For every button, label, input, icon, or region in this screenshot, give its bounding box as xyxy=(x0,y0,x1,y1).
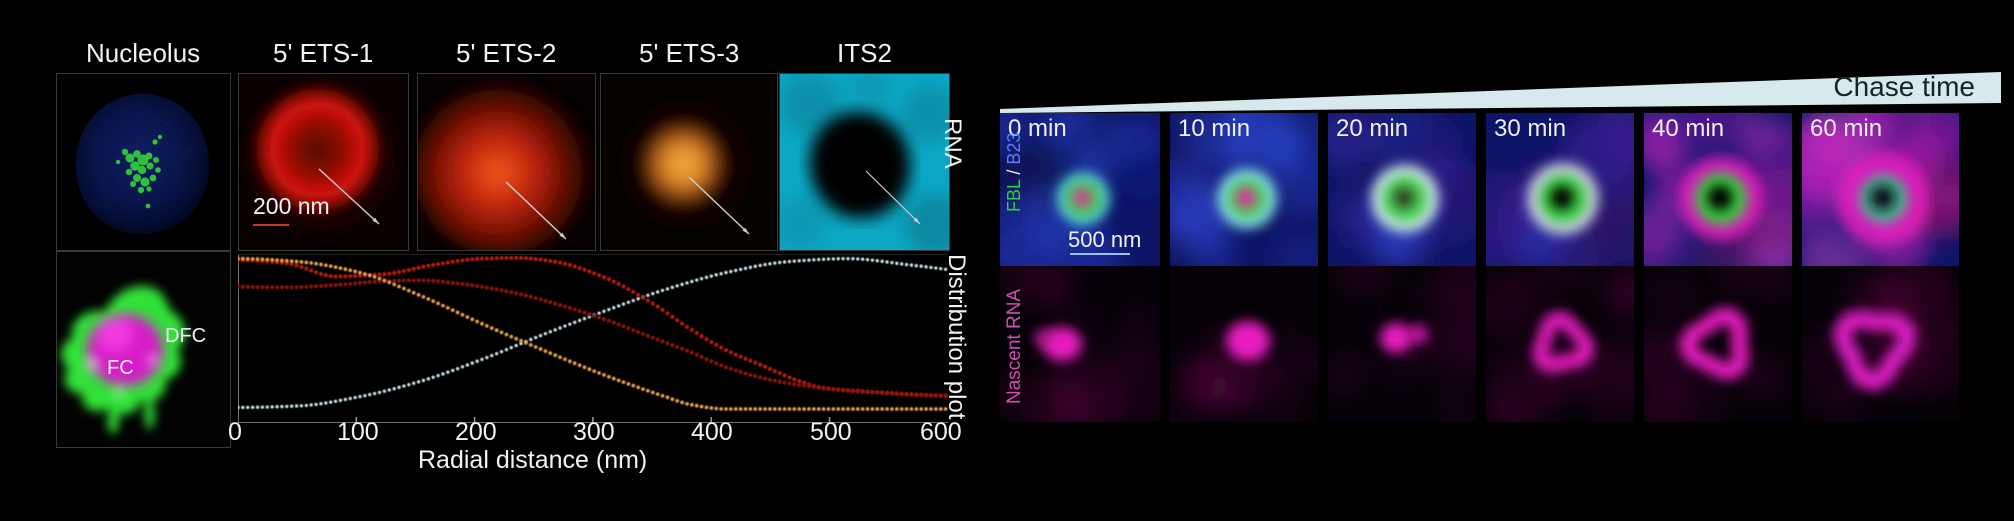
svg-text:DFC: DFC xyxy=(165,325,206,347)
svg-text:200 nm: 200 nm xyxy=(253,193,330,219)
svg-text:Chase time: Chase time xyxy=(1833,71,1975,102)
svg-text:FC: FC xyxy=(107,357,134,379)
